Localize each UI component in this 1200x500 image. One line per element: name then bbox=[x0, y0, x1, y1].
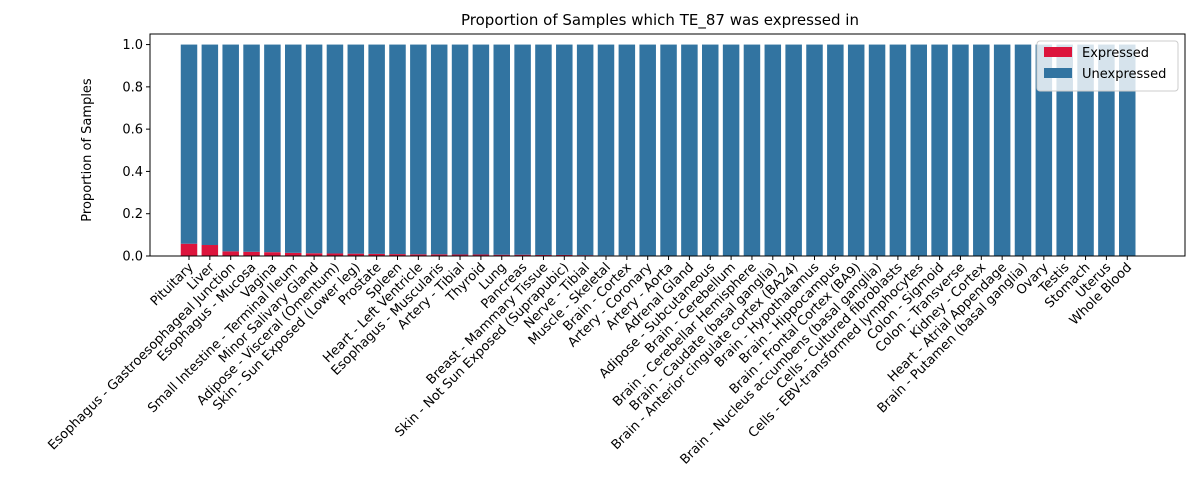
bar-expressed bbox=[430, 254, 448, 256]
bar-unexpressed bbox=[910, 44, 927, 256]
bar-unexpressed bbox=[722, 44, 740, 256]
bar-unexpressed bbox=[493, 44, 510, 255]
bar-unexpressed bbox=[764, 44, 782, 256]
chart-title: Proportion of Samples which TE_87 was ex… bbox=[461, 11, 859, 30]
bar-unexpressed bbox=[618, 44, 636, 256]
bar-unexpressed bbox=[243, 44, 260, 252]
y-axis-title: Proportion of Samples bbox=[80, 78, 95, 222]
bar-expressed bbox=[243, 251, 260, 256]
bar-unexpressed bbox=[681, 44, 698, 256]
bar-unexpressed bbox=[389, 44, 406, 255]
bar-unexpressed bbox=[660, 44, 677, 256]
legend-swatch-unexpressed bbox=[1044, 68, 1072, 78]
bar-unexpressed bbox=[1119, 44, 1136, 256]
bar-unexpressed bbox=[785, 44, 802, 256]
legend-swatch-expressed bbox=[1044, 47, 1072, 57]
bar-expressed bbox=[389, 254, 406, 256]
bar-unexpressed bbox=[368, 44, 385, 254]
bar-unexpressed bbox=[952, 44, 969, 256]
bar-unexpressed bbox=[326, 44, 344, 254]
bar-unexpressed bbox=[639, 44, 656, 256]
bar-unexpressed bbox=[973, 44, 990, 256]
bar-unexpressed bbox=[514, 44, 531, 255]
y-tick-label: 0.2 bbox=[122, 207, 143, 222]
bar-expressed bbox=[451, 254, 469, 256]
bar-unexpressed bbox=[743, 44, 761, 256]
plot-area-frame bbox=[149, 33, 1186, 257]
bar-expressed bbox=[201, 245, 219, 256]
legend-frame bbox=[1036, 40, 1179, 92]
legend-label-expressed: Expressed bbox=[1082, 46, 1149, 61]
bar-expressed bbox=[556, 254, 573, 256]
bar-expressed bbox=[347, 253, 365, 256]
bar-unexpressed bbox=[222, 44, 239, 252]
bar-unexpressed bbox=[576, 44, 594, 256]
bar-unexpressed bbox=[1056, 44, 1073, 256]
bar-unexpressed bbox=[556, 44, 573, 255]
y-tick-label: 1.0 bbox=[122, 38, 143, 53]
y-tick-label: 0.6 bbox=[122, 123, 143, 138]
bar-unexpressed bbox=[806, 44, 823, 256]
bar-expressed bbox=[410, 254, 427, 256]
bar-unexpressed bbox=[847, 44, 865, 256]
bar-unexpressed bbox=[1077, 44, 1094, 256]
legend-label-unexpressed: Unexpressed bbox=[1082, 67, 1166, 82]
bar-expressed bbox=[326, 253, 344, 256]
bar-unexpressed bbox=[868, 44, 886, 256]
bar-unexpressed bbox=[993, 44, 1011, 256]
bar-unexpressed bbox=[285, 44, 302, 253]
bar-unexpressed bbox=[1098, 44, 1115, 256]
bar-unexpressed bbox=[597, 44, 615, 256]
y-tick-label: 0.8 bbox=[122, 80, 143, 95]
bar-expressed bbox=[305, 253, 323, 256]
bar-expressed bbox=[493, 254, 510, 256]
bar-unexpressed bbox=[1014, 44, 1032, 256]
y-tick-label: 0.0 bbox=[122, 250, 143, 265]
bar-expressed bbox=[180, 243, 198, 256]
bar-expressed bbox=[472, 254, 490, 256]
bar-unexpressed bbox=[472, 44, 490, 255]
bar-unexpressed bbox=[201, 44, 219, 245]
bar-unexpressed bbox=[347, 44, 365, 254]
bar-unexpressed bbox=[1035, 44, 1053, 256]
bar-unexpressed bbox=[430, 44, 448, 255]
legend: Expressed Unexpressed bbox=[1036, 40, 1179, 92]
bar-expressed bbox=[535, 254, 552, 256]
bar-unexpressed bbox=[305, 44, 323, 254]
bar-unexpressed bbox=[931, 44, 948, 256]
bar-unexpressed bbox=[180, 44, 198, 244]
bar-expressed bbox=[264, 252, 281, 256]
bar-unexpressed bbox=[889, 44, 907, 256]
bar-unexpressed bbox=[264, 44, 281, 253]
bars-group bbox=[180, 44, 1136, 256]
bar-expressed bbox=[514, 254, 531, 256]
bar-expressed bbox=[285, 252, 302, 256]
bar-unexpressed bbox=[827, 44, 844, 256]
bar-unexpressed bbox=[451, 44, 469, 255]
y-tick-label: 0.4 bbox=[122, 165, 143, 180]
bar-unexpressed bbox=[702, 44, 719, 256]
bar-expressed bbox=[368, 253, 385, 256]
bar-expressed bbox=[222, 251, 239, 256]
bar-unexpressed bbox=[410, 44, 427, 255]
bar-unexpressed bbox=[535, 44, 552, 255]
y-ticks-group: 0.0 0.2 0.4 0.6 0.8 1.0 bbox=[122, 38, 150, 265]
